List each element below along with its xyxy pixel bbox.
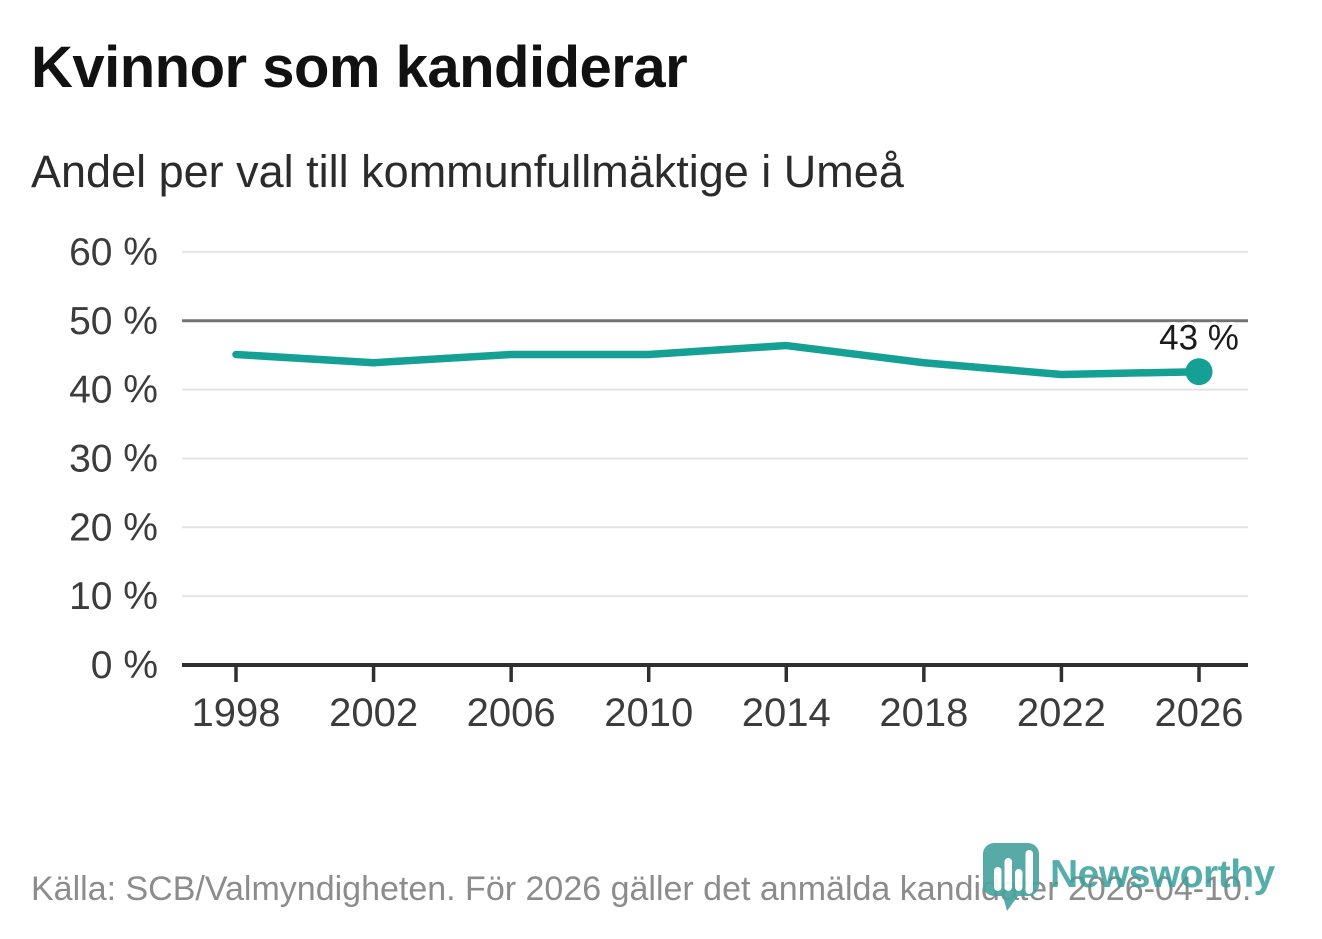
x-axis-tick-label: 2018 <box>879 691 968 735</box>
page-title: Kvinnor som kandiderar <box>31 35 688 100</box>
y-axis-tick-label: 0 % <box>91 644 158 687</box>
line-chart: 0 % 10 % 20 % 30 % 40 % 50 % 60 % 1998 2002 2006 2… <box>69 231 1248 735</box>
newsworthy-bubble-icon <box>983 843 1039 911</box>
data-line <box>232 341 1203 379</box>
newsworthy-wordmark: Newsworthy <box>1050 853 1275 896</box>
source-note: Källa: SCB/Valmyndigheten. För 2026 gäll… <box>31 870 1252 908</box>
end-point-marker <box>1185 358 1213 386</box>
y-axis-tick-label: 50 % <box>69 300 158 343</box>
y-axis-tick-label: 40 % <box>69 369 158 412</box>
x-axis-tick-label: 2026 <box>1155 691 1244 735</box>
y-axis-tick-label: 10 % <box>69 575 158 618</box>
x-axis-tick-label: 2010 <box>604 691 693 735</box>
x-axis-tick-label: 2002 <box>329 691 418 735</box>
y-axis-tick-label: 60 % <box>69 231 158 274</box>
x-axis-tick-label: 2014 <box>742 691 831 735</box>
chart-subtitle: Andel per val till kommunfullmäktige i U… <box>31 146 904 197</box>
y-axis-tick-label: 30 % <box>69 437 158 480</box>
newsworthy-logo: Newsworthy <box>982 842 1275 912</box>
x-axis-tick-label: 2022 <box>1017 691 1106 735</box>
x-axis-tick-label: 1998 <box>192 691 281 735</box>
y-axis-tick-label: 20 % <box>69 506 158 549</box>
x-axis-tick-label: 2006 <box>467 691 556 735</box>
end-value-label: 43 % <box>1159 319 1239 358</box>
